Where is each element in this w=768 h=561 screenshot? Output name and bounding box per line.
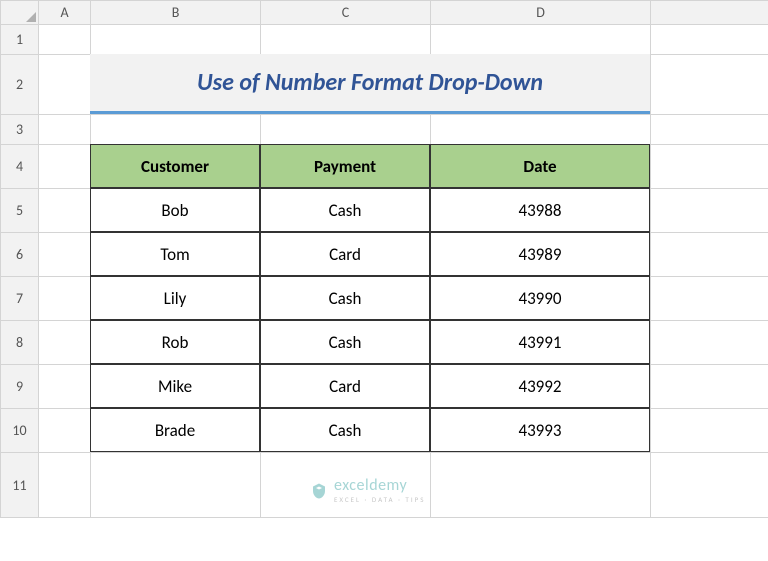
col-header-empty[interactable] bbox=[651, 1, 768, 25]
cell-a5[interactable] bbox=[39, 189, 91, 233]
cell-e3[interactable] bbox=[651, 115, 768, 145]
cell-a2[interactable] bbox=[39, 55, 91, 115]
cell-date[interactable]: 43993 bbox=[430, 408, 650, 452]
cell-c3[interactable] bbox=[261, 115, 431, 145]
cell-date[interactable]: 43992 bbox=[430, 364, 650, 408]
cell-payment[interactable]: Cash bbox=[260, 276, 430, 320]
cell-a1[interactable] bbox=[39, 25, 91, 55]
cell-payment[interactable]: Card bbox=[260, 232, 430, 276]
watermark-sub: EXCEL · DATA · TIPS bbox=[334, 496, 425, 503]
col-header-b[interactable]: B bbox=[91, 1, 261, 25]
row-header-8[interactable]: 8 bbox=[1, 321, 39, 365]
cell-customer[interactable]: Rob bbox=[90, 320, 260, 364]
cell-e4[interactable] bbox=[651, 145, 768, 189]
watermark: exceldemy EXCEL · DATA · TIPS bbox=[310, 478, 425, 503]
cell-a3[interactable] bbox=[39, 115, 91, 145]
cell-customer[interactable]: Brade bbox=[90, 408, 260, 452]
table-row: Tom Card 43989 bbox=[90, 232, 650, 276]
cell-e1[interactable] bbox=[651, 25, 768, 55]
cell-d1[interactable] bbox=[431, 25, 651, 55]
table-row: Rob Cash 43991 bbox=[90, 320, 650, 364]
select-all-corner[interactable] bbox=[1, 1, 39, 25]
row-header-3[interactable]: 3 bbox=[1, 115, 39, 145]
cell-a8[interactable] bbox=[39, 321, 91, 365]
cell-a6[interactable] bbox=[39, 233, 91, 277]
table-header-row: Customer Payment Date bbox=[90, 144, 650, 188]
table-row: Lily Cash 43990 bbox=[90, 276, 650, 320]
title-container: Use of Number Format Drop-Down bbox=[90, 54, 650, 114]
cell-date[interactable]: 43991 bbox=[430, 320, 650, 364]
cell-d11[interactable] bbox=[431, 453, 651, 518]
cell-payment[interactable]: Cash bbox=[260, 320, 430, 364]
cell-date[interactable]: 43989 bbox=[430, 232, 650, 276]
cell-e9[interactable] bbox=[651, 365, 768, 409]
cell-customer[interactable]: Lily bbox=[90, 276, 260, 320]
cell-e8[interactable] bbox=[651, 321, 768, 365]
cell-payment[interactable]: Cash bbox=[260, 408, 430, 452]
cell-e10[interactable] bbox=[651, 409, 768, 453]
row-header-2[interactable]: 2 bbox=[1, 55, 39, 115]
cell-date[interactable]: 43990 bbox=[430, 276, 650, 320]
cell-b11[interactable] bbox=[91, 453, 261, 518]
sheet-title: Use of Number Format Drop-Down bbox=[197, 68, 543, 97]
cell-a7[interactable] bbox=[39, 277, 91, 321]
cell-date[interactable]: 43988 bbox=[430, 188, 650, 232]
cell-e11[interactable] bbox=[651, 453, 768, 518]
col-header-a[interactable]: A bbox=[39, 1, 91, 25]
cell-payment[interactable]: Cash bbox=[260, 188, 430, 232]
row-header-9[interactable]: 9 bbox=[1, 365, 39, 409]
data-table: Customer Payment Date Bob Cash 43988 Tom… bbox=[90, 144, 650, 452]
row-header-6[interactable]: 6 bbox=[1, 233, 39, 277]
cell-b1[interactable] bbox=[91, 25, 261, 55]
cell-a9[interactable] bbox=[39, 365, 91, 409]
row-header-5[interactable]: 5 bbox=[1, 189, 39, 233]
cell-e2[interactable] bbox=[651, 55, 768, 115]
col-header-c[interactable]: C bbox=[261, 1, 431, 25]
cell-e7[interactable] bbox=[651, 277, 768, 321]
cell-customer[interactable]: Mike bbox=[90, 364, 260, 408]
table-row: Bob Cash 43988 bbox=[90, 188, 650, 232]
cell-e6[interactable] bbox=[651, 233, 768, 277]
cell-c1[interactable] bbox=[261, 25, 431, 55]
watermark-text: exceldemy EXCEL · DATA · TIPS bbox=[334, 478, 425, 503]
row-header-4[interactable]: 4 bbox=[1, 145, 39, 189]
cell-d3[interactable] bbox=[431, 115, 651, 145]
header-customer: Customer bbox=[90, 144, 260, 188]
table-row: Mike Card 43992 bbox=[90, 364, 650, 408]
col-header-d[interactable]: D bbox=[431, 1, 651, 25]
watermark-icon bbox=[310, 482, 328, 500]
cell-e5[interactable] bbox=[651, 189, 768, 233]
cell-payment[interactable]: Card bbox=[260, 364, 430, 408]
cell-a4[interactable] bbox=[39, 145, 91, 189]
cell-a11[interactable] bbox=[39, 453, 91, 518]
cell-a10[interactable] bbox=[39, 409, 91, 453]
row-header-7[interactable]: 7 bbox=[1, 277, 39, 321]
row-header-11[interactable]: 11 bbox=[1, 453, 39, 518]
header-date: Date bbox=[430, 144, 650, 188]
watermark-main: exceldemy bbox=[334, 478, 425, 494]
cell-customer[interactable]: Bob bbox=[90, 188, 260, 232]
header-payment: Payment bbox=[260, 144, 430, 188]
table-row: Brade Cash 43993 bbox=[90, 408, 650, 452]
row-header-10[interactable]: 10 bbox=[1, 409, 39, 453]
row-header-1[interactable]: 1 bbox=[1, 25, 39, 55]
cell-customer[interactable]: Tom bbox=[90, 232, 260, 276]
cell-b3[interactable] bbox=[91, 115, 261, 145]
